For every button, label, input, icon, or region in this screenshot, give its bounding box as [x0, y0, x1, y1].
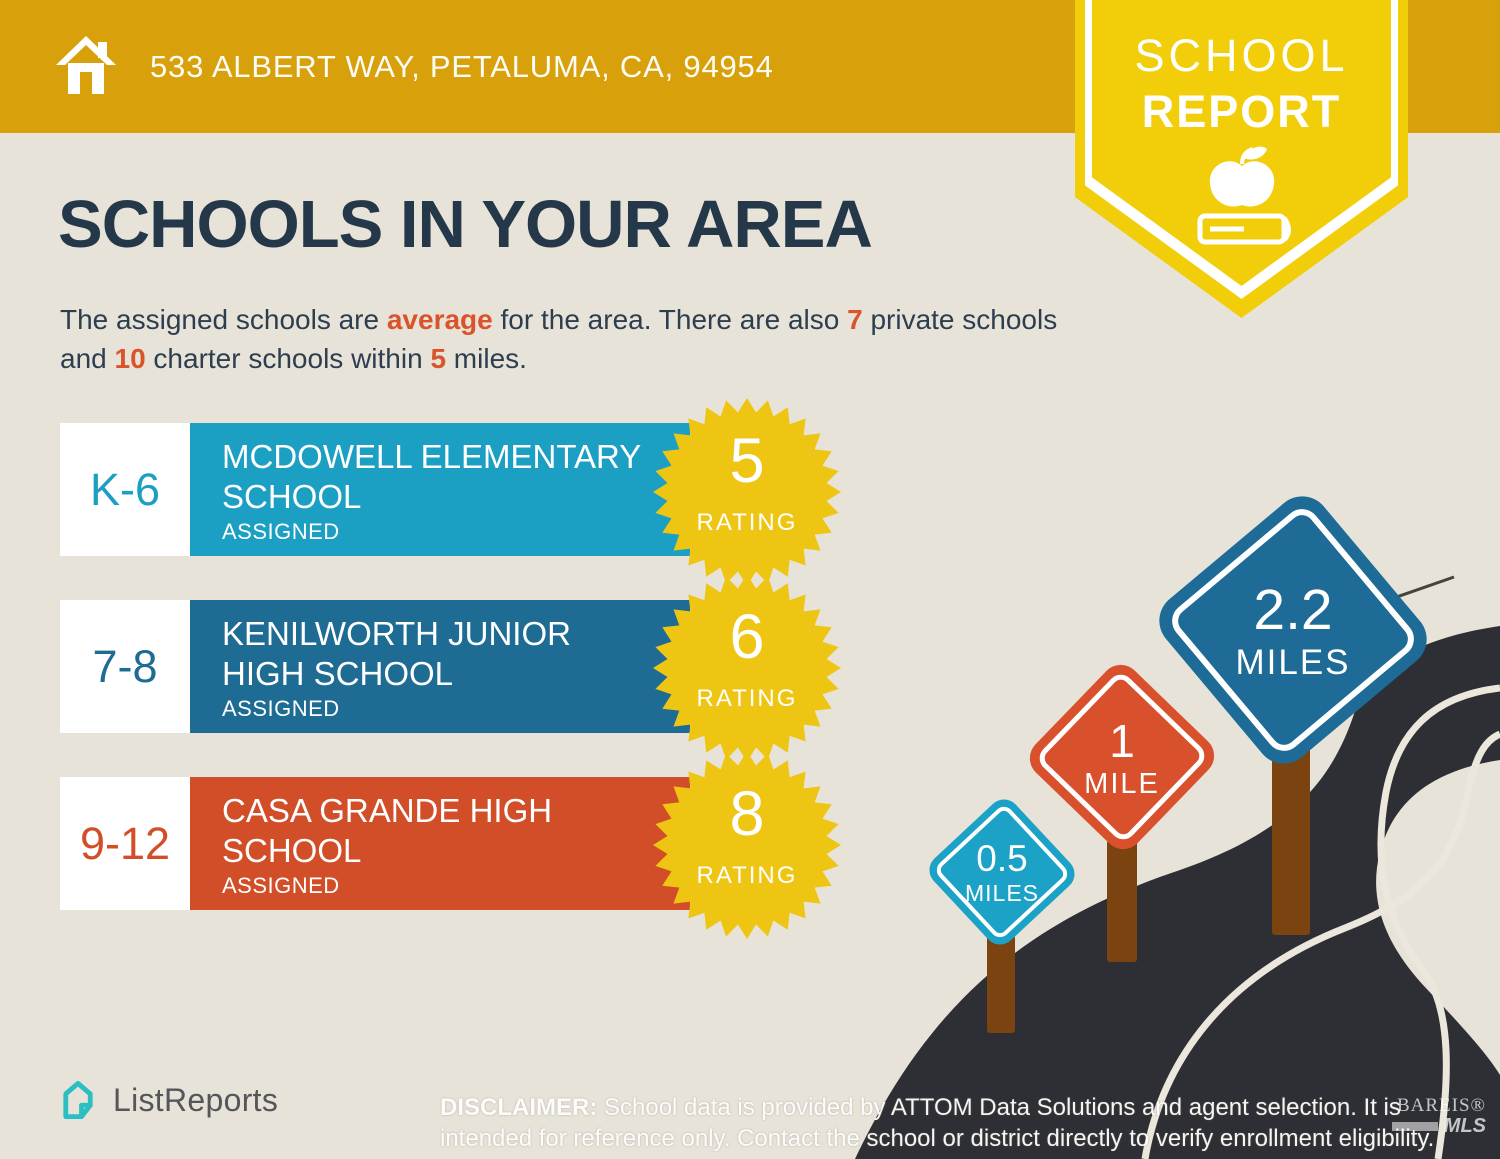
disclaimer: DISCLAIMER: School data is provided by A…: [440, 1092, 1450, 1154]
intro-text: private schools and: [60, 304, 1058, 374]
starburst-shape: [653, 751, 841, 939]
intro-text: for the area. There are also: [492, 304, 848, 335]
intro-highlight-private-count: 7: [847, 304, 863, 335]
bareis-mls-watermark: BAREIS® MLS: [1391, 1095, 1486, 1137]
page-title: SCHOOLS IN YOUR AREA: [58, 187, 873, 262]
school-status: ASSIGNED: [222, 519, 340, 544]
school-name: CASA GRANDE HIGH SCHOOL: [222, 792, 553, 869]
intro-highlight-charter-count: 10: [114, 343, 146, 374]
rating-badge: 6 RATING: [652, 573, 842, 763]
school-name: KENILWORTH JUNIOR HIGH SCHOOL: [222, 615, 571, 692]
starburst-shape: [653, 574, 841, 762]
rating-value: 8: [729, 779, 765, 849]
disclaimer-text: School data is provided by ATTOM Data So…: [440, 1094, 1435, 1152]
sign-post-small: [987, 935, 1015, 1033]
grade-range: 7-8: [60, 600, 190, 733]
apple-book-icon: [1197, 146, 1291, 245]
pennant-text: SCHOOL REPORT: [1075, 30, 1408, 138]
sign-post-large: [1272, 740, 1310, 935]
distance-value: 0.5: [976, 837, 1028, 879]
pennant-line1: SCHOOL: [1134, 30, 1349, 81]
intro-highlight-miles: 5: [430, 343, 447, 374]
sign-post-medium: [1107, 840, 1137, 962]
watermark-line2: MLS: [1443, 1115, 1486, 1137]
rating-badge: 8 RATING: [652, 750, 842, 940]
intro-paragraph: The assigned schools are average for the…: [60, 300, 1060, 378]
grade-range: K-6: [60, 423, 190, 556]
road-edge-line-left: [1141, 730, 1500, 1159]
school-status: ASSIGNED: [222, 696, 340, 721]
listreports-logo: ListReports: [57, 1076, 278, 1124]
school-bar: CASA GRANDE HIGH SCHOOL ASSIGNED: [190, 777, 690, 910]
distance-sign-1-mile: 1 MILE: [1021, 656, 1223, 858]
pennant-line2: REPORT: [1141, 86, 1342, 137]
distance-sign-2-2-miles: 2.2 MILES: [1147, 484, 1439, 776]
property-address: 533 ALBERT WAY, PETALUMA, CA, 94954: [150, 48, 774, 84]
road-edge-line-right: [1377, 684, 1500, 1159]
distance-value: 2.2: [1253, 578, 1333, 642]
distance-sign-0-5-miles: 0.5 MILES: [922, 792, 1082, 952]
disclaimer-label: DISCLAIMER:: [440, 1094, 598, 1121]
diamond-shape: 2.2 MILES: [1147, 484, 1439, 776]
distance-value: 1: [1109, 714, 1135, 767]
rating-badge: 5 RATING: [652, 397, 842, 587]
school-bar: MCDOWELL ELEMENTARY SCHOOL ASSIGNED: [190, 423, 690, 556]
home-icon: [56, 36, 116, 94]
listreports-wordmark: ListReports: [113, 1081, 279, 1118]
rating-label: RATING: [696, 509, 798, 536]
rating-value: 5: [729, 426, 765, 496]
grade-range: 9-12: [60, 777, 190, 910]
school-status: ASSIGNED: [222, 873, 340, 898]
starburst-shape: [653, 398, 841, 586]
school-name: MCDOWELL ELEMENTARY SCHOOL: [222, 438, 641, 515]
rating-label: RATING: [696, 685, 798, 712]
intro-text: charter schools within: [145, 343, 431, 374]
intro-text: The assigned schools are: [60, 304, 387, 335]
distance-unit: MILES: [1235, 643, 1351, 682]
watermark-bar: [1391, 1121, 1438, 1131]
rating-value: 6: [729, 602, 765, 672]
intro-text: miles.: [446, 343, 527, 374]
rating-label: RATING: [696, 862, 798, 889]
distance-unit: MILES: [964, 879, 1040, 906]
listreports-house-icon: [63, 1080, 93, 1120]
watermark-line1: BAREIS®: [1396, 1095, 1486, 1116]
distance-unit: MILE: [1084, 767, 1160, 800]
road-surface: [855, 626, 1500, 1159]
school-bar: KENILWORTH JUNIOR HIGH SCHOOL ASSIGNED: [190, 600, 690, 733]
intro-highlight-average: average: [386, 304, 493, 335]
